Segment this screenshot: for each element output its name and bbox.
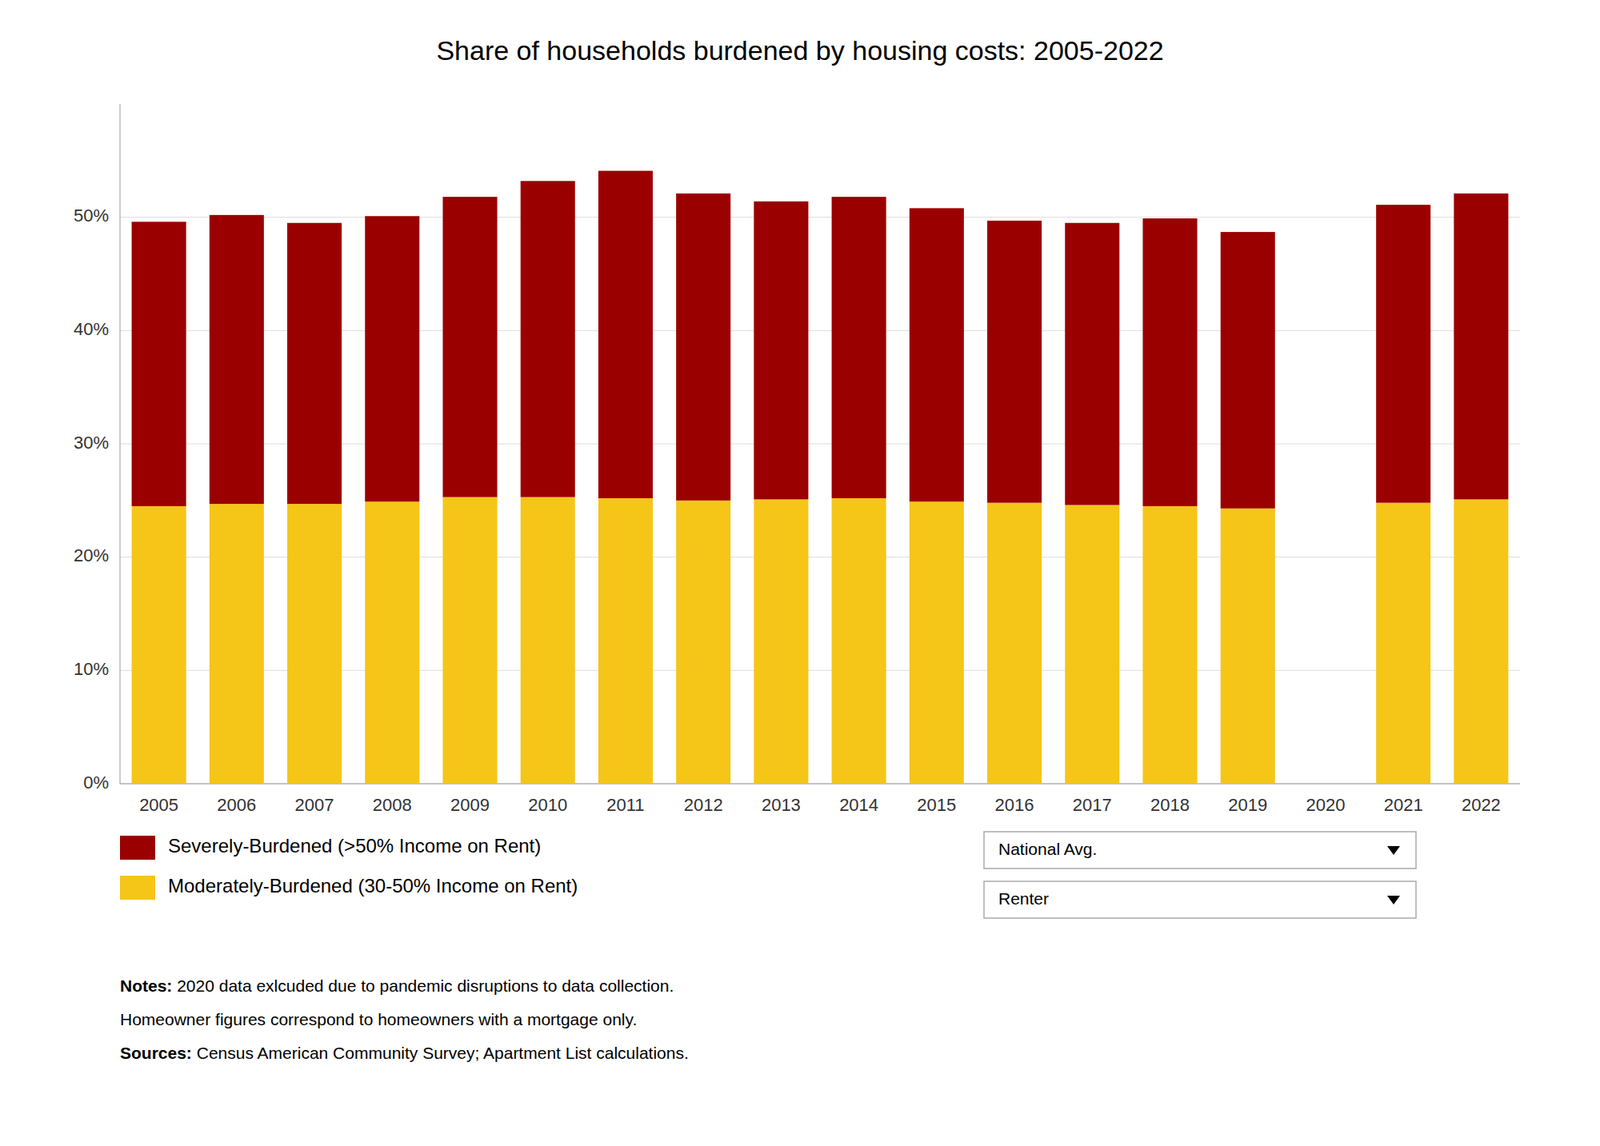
- bar: [598, 171, 653, 499]
- bar: [598, 498, 653, 784]
- note: Sources: Census American Community Surve…: [120, 1044, 689, 1063]
- grid: [120, 217, 1520, 784]
- legend-label: Severely-Burdened (>50% Income on Rent): [168, 835, 541, 857]
- x-tick-label: 2014: [839, 795, 879, 816]
- y-tick-label: 10%: [73, 659, 109, 680]
- x-tick-label: 2011: [606, 795, 644, 816]
- x-tick-label: 2005: [139, 795, 179, 816]
- bar: [1064, 505, 1120, 785]
- x-tick-label: 2012: [684, 795, 724, 816]
- bar: [1453, 499, 1508, 784]
- bar: [287, 223, 342, 504]
- bar: [364, 216, 420, 502]
- bars: [132, 171, 1509, 784]
- bar: [520, 180, 576, 497]
- bar: [132, 221, 187, 507]
- y-tick-label: 40%: [73, 319, 109, 340]
- bar: [1142, 506, 1197, 784]
- note: Notes: 2020 data exlcuded due to pandemi…: [120, 976, 674, 996]
- bar: [832, 196, 887, 499]
- legend-swatch: [120, 836, 156, 860]
- grid-line: [120, 216, 1520, 218]
- bar: [1453, 193, 1508, 500]
- bar: [832, 498, 887, 784]
- chart: Share of households burdened by housing …: [0, 0, 1600, 1146]
- y-tick-label: 20%: [73, 545, 109, 566]
- x-tick-label: 2013: [761, 795, 801, 816]
- x-tick-label: 2018: [1150, 795, 1190, 816]
- bar: [1220, 232, 1276, 509]
- x-tick-label: 2010: [528, 795, 568, 816]
- dropdown-arrow: [1387, 896, 1400, 905]
- note: Homeowner figures correspond to homeowne…: [120, 1010, 637, 1029]
- dropdown-label: Renter: [998, 889, 1049, 908]
- bar: [1376, 503, 1431, 784]
- legend-swatch: [120, 876, 156, 900]
- bar: [364, 501, 420, 784]
- bar: [209, 504, 264, 784]
- y-tick-label: 50%: [73, 205, 109, 226]
- bar: [753, 201, 808, 500]
- bar: [676, 500, 731, 784]
- bar: [442, 497, 497, 784]
- title: Share of households burdened by housing …: [436, 35, 1164, 66]
- x-tick-label: 2019: [1228, 795, 1268, 816]
- dropdown-arrow: [1387, 846, 1400, 856]
- bar: [442, 196, 497, 497]
- background: [0, 0, 1600, 1146]
- bar: [1064, 223, 1120, 506]
- x-tick-label: 2015: [916, 795, 956, 816]
- bar: [209, 215, 264, 504]
- dropdown-box: [984, 881, 1416, 919]
- x-tick-label: 2006: [216, 795, 256, 816]
- bar: [987, 220, 1042, 504]
- y-axis-line: [120, 104, 121, 784]
- x-tick-label: 2007: [295, 795, 335, 816]
- x-tick-label: 2009: [450, 795, 490, 816]
- bar: [1220, 508, 1276, 784]
- bar: [676, 193, 731, 501]
- bar: [520, 497, 576, 784]
- bar: [1376, 204, 1431, 504]
- bar: [987, 503, 1042, 784]
- legend-label: Moderately-Burdened (30-50% Income on Re…: [168, 875, 578, 897]
- x-tick-label: 2016: [995, 795, 1035, 816]
- bar: [287, 504, 342, 784]
- y-tick-label: 30%: [73, 432, 109, 453]
- x-tick-label: 2008: [372, 795, 412, 816]
- dropdown: Renter: [984, 881, 1416, 919]
- dropdown-box: [984, 832, 1416, 869]
- y-tick-label: 0%: [83, 772, 109, 793]
- x-tick-label: 2020: [1305, 795, 1345, 816]
- bar: [909, 501, 964, 784]
- bar: [753, 499, 808, 784]
- x-tick-label: 2021: [1384, 795, 1424, 816]
- bar: [132, 506, 187, 784]
- dropdown-label: National Avg.: [998, 840, 1097, 859]
- dropdown: National Avg.: [984, 832, 1416, 869]
- bar: [909, 208, 964, 502]
- x-tick-label: 2022: [1461, 795, 1501, 816]
- bar: [1142, 218, 1197, 507]
- x-tick-label: 2017: [1072, 795, 1112, 816]
